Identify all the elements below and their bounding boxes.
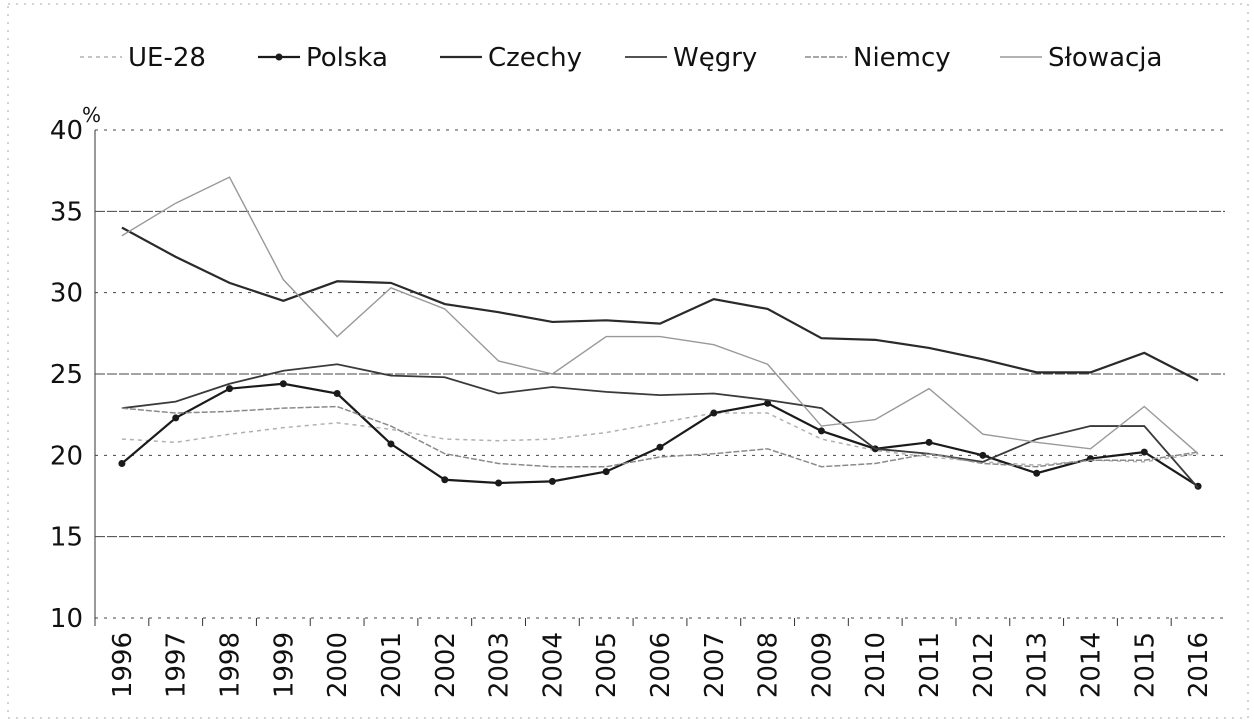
y-tick-label: 10 (50, 604, 83, 634)
x-tick-label: 1999 (269, 632, 299, 698)
legend-label: Polska (306, 43, 388, 73)
series-marker (495, 479, 503, 487)
series-marker (172, 414, 180, 422)
x-tick-label: 2010 (861, 632, 891, 698)
series-marker (1033, 469, 1041, 477)
x-tick-label: 2014 (1076, 632, 1106, 698)
x-tick-label: 2015 (1130, 632, 1160, 698)
x-tick-label: 2012 (969, 632, 999, 698)
series-marker (279, 380, 287, 388)
y-tick-label: 25 (50, 360, 83, 390)
series-marker (1140, 448, 1148, 456)
series-marker (118, 459, 126, 467)
x-tick-label: 2002 (431, 632, 461, 698)
x-tick-label: 2009 (807, 632, 837, 698)
x-tick-label: 2001 (377, 632, 407, 698)
x-tick-label: 2000 (323, 632, 353, 698)
x-tick-label: 2006 (646, 632, 676, 698)
series-marker (817, 427, 825, 435)
series-marker (333, 390, 341, 398)
x-tick-label: 2011 (915, 632, 945, 698)
x-tick-label: 2008 (754, 632, 784, 698)
series-marker (710, 409, 718, 417)
frame (7, 3, 1249, 719)
legend-label: Węgry (673, 43, 757, 73)
series-marker (441, 476, 449, 484)
legend-label: Słowacja (1048, 43, 1162, 73)
series-line (121, 226, 1199, 382)
series-marker (764, 399, 772, 407)
y-tick-label: 30 (50, 279, 83, 309)
y-tick-label: 40 (50, 116, 83, 146)
y-tick-label: 20 (50, 441, 83, 471)
x-tick-label: 2007 (700, 632, 730, 698)
legend-label: Czechy (488, 43, 582, 73)
y-tick-label: 35 (50, 197, 83, 227)
x-tick-label: 2013 (1023, 632, 1053, 698)
series-marker (548, 477, 556, 485)
y-tick-label: 15 (50, 523, 83, 553)
legend-label: Niemcy (853, 43, 951, 73)
legend-label: UE-28 (128, 43, 206, 73)
series-marker (1086, 455, 1094, 463)
series-marker (387, 440, 395, 448)
x-tick-label: 2016 (1184, 632, 1214, 698)
y-unit: % (82, 103, 101, 127)
x-tick-label: 2003 (485, 632, 515, 698)
x-tick-label: 2004 (538, 632, 568, 698)
x-tick-label: 1997 (162, 632, 192, 698)
series-marker (226, 385, 234, 393)
series-line (121, 363, 1199, 489)
legend-marker (275, 53, 283, 61)
x-tick-label: 1996 (108, 632, 138, 698)
series-marker (656, 443, 664, 451)
series-marker (979, 451, 987, 459)
x-tick-label: 2005 (592, 632, 622, 698)
series-marker (602, 468, 610, 476)
series-line (121, 176, 1199, 455)
x-tick-label: 1998 (216, 632, 246, 698)
series-line (121, 405, 1199, 468)
series-marker (925, 438, 933, 446)
